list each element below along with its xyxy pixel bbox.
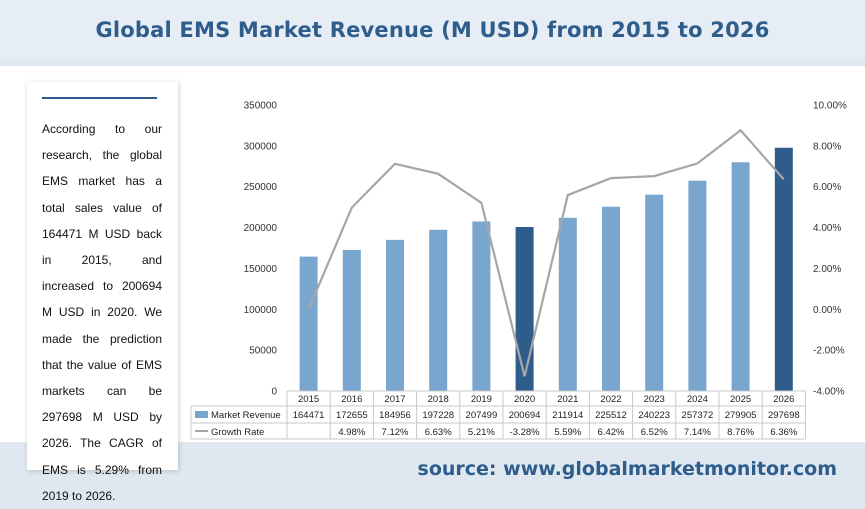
title-bar: Global EMS Market Revenue (M USD) from 2…	[0, 0, 865, 60]
x-tick-label: 2020	[514, 394, 535, 405]
data-label-revenue: 207499	[466, 410, 498, 421]
data-label-revenue: 164471	[293, 410, 325, 421]
y-right-tick-label: 10.00%	[813, 101, 847, 112]
bar	[515, 227, 534, 391]
x-tick-label: 2017	[384, 394, 405, 405]
x-tick-label: 2025	[730, 394, 751, 405]
bar	[299, 256, 318, 391]
y-left-tick-label: 250000	[244, 182, 278, 193]
y-left-tick-label: 0	[271, 387, 277, 398]
data-label-revenue: 200694	[509, 410, 541, 421]
source-label: source: www.globalmarketmonitor.com	[417, 458, 837, 480]
bar	[429, 229, 448, 391]
x-tick-label: 2026	[773, 394, 794, 405]
y-left-tick-label: 200000	[244, 223, 278, 234]
data-label-revenue: 184956	[379, 410, 411, 421]
x-tick-label: 2019	[471, 394, 492, 405]
data-label-growth: 7.12%	[382, 427, 409, 438]
data-label-revenue: 257372	[682, 410, 714, 421]
legend-label-growth: Growth Rate	[211, 427, 264, 438]
y-right-tick-label: 0.00%	[813, 305, 841, 316]
y-left-tick-label: 150000	[244, 264, 278, 275]
data-label-revenue: 225512	[595, 410, 627, 421]
y-left-tick-label: 50000	[249, 346, 277, 357]
y-right-tick-label: -2.00%	[813, 346, 845, 357]
x-tick-label: 2023	[644, 394, 665, 405]
bar	[688, 180, 707, 391]
data-label-growth: 6.63%	[425, 427, 452, 438]
bar	[731, 162, 750, 391]
bar	[386, 239, 404, 391]
legend-label-revenue: Market Revenue	[211, 410, 281, 421]
y-right-tick-label: 2.00%	[813, 264, 841, 275]
data-label-revenue: 197228	[422, 410, 454, 421]
data-label-growth: 4.98%	[338, 427, 365, 438]
bar	[645, 194, 664, 391]
legend-key-revenue	[195, 411, 208, 418]
chart-svg: 0 50000 100000 150000 200000 250000 300000 3500…	[190, 101, 847, 440]
data-label-revenue: 240223	[638, 410, 670, 421]
y-left-tick-label: 100000	[244, 305, 278, 316]
bar	[558, 217, 577, 391]
bar	[342, 249, 361, 391]
y-right-tick-label: 8.00%	[813, 141, 841, 152]
description-card: According to our research, the global EM…	[27, 82, 178, 503]
data-label-growth: 6.42%	[598, 427, 625, 438]
bar	[774, 147, 793, 391]
card-accent-line	[42, 97, 157, 99]
x-tick-label: 2018	[428, 394, 449, 405]
y-right-tick-label: 6.00%	[813, 182, 841, 193]
data-label-growth: 7.14%	[684, 427, 711, 438]
y-left-tick-label: 300000	[244, 141, 278, 152]
x-tick-label: 2015	[298, 394, 319, 405]
chart-title: Global EMS Market Revenue (M USD) from 2…	[95, 18, 770, 42]
data-label-growth: -3.28%	[510, 427, 541, 438]
bar	[602, 206, 620, 391]
description-text: According to our research, the global EM…	[42, 122, 162, 503]
x-tick-label: 2021	[557, 394, 578, 405]
data-label-growth: 8.76%	[727, 427, 754, 438]
data-label-growth: 5.21%	[468, 427, 495, 438]
data-label-revenue: 279905	[725, 410, 757, 421]
y-right-tick-label: 4.00%	[813, 223, 841, 234]
data-label-revenue: 172655	[336, 410, 368, 421]
y-left-tick-label: 350000	[244, 101, 278, 112]
data-label-revenue: 297698	[768, 410, 800, 421]
data-label-growth: 6.52%	[641, 427, 668, 438]
x-tick-label: 2024	[687, 394, 708, 405]
data-label-growth: 6.36%	[770, 427, 797, 438]
data-label-revenue: 211914	[552, 410, 583, 421]
x-tick-label: 2016	[341, 394, 362, 405]
bar	[472, 221, 491, 391]
data-label-growth: 5.59%	[554, 427, 581, 438]
y-right-tick-label: -4.00%	[813, 387, 845, 398]
x-tick-label: 2022	[600, 394, 621, 405]
growth-rate-line	[307, 128, 785, 377]
